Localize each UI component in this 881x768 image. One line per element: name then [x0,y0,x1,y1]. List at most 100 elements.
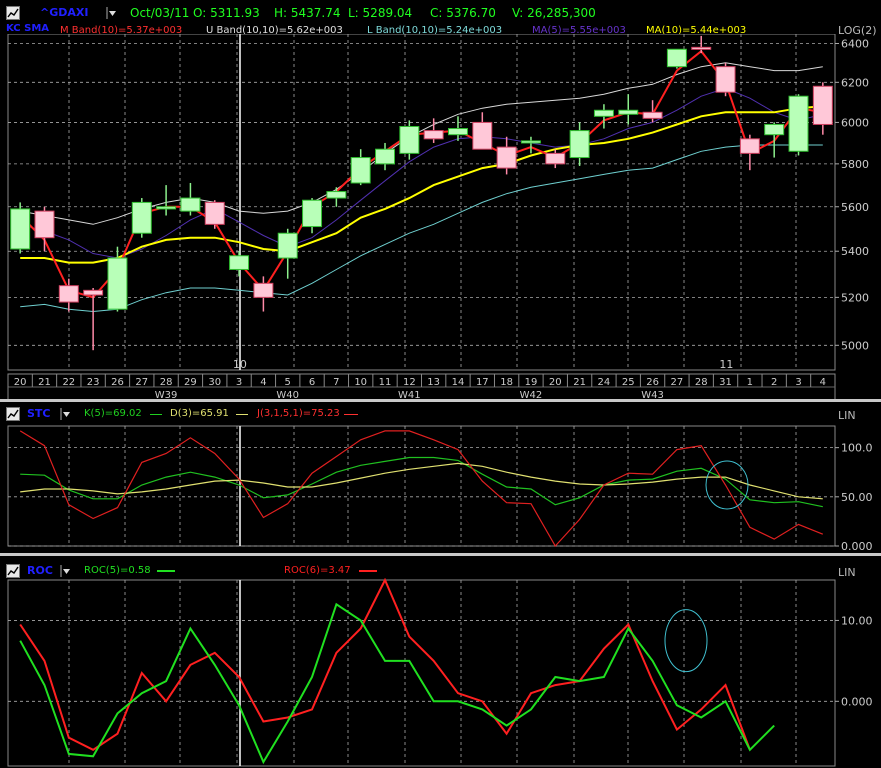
legend-u-band: U Band(10,10)=5.62e+003 [206,25,343,36]
x-day-label: 4 [260,377,266,388]
candle-body [399,125,420,154]
y-tick-label: 6000 [841,116,869,129]
x-day-label: 17 [476,377,489,388]
series-ma-5- [20,87,823,259]
chart-properties-icon[interactable] [6,6,20,20]
legend-roc6: ROC(6)=3.47 [284,565,351,576]
y-tick-label: 5600 [841,201,869,214]
candle-body [204,201,225,225]
chart-properties-icon[interactable] [6,564,20,578]
annotation-circle [705,460,749,510]
indicator-label[interactable]: KC SMA [6,23,50,34]
y-tick-label: 5400 [841,245,869,258]
x-day-label: 19 [525,377,538,388]
x-week-label: W40 [276,390,299,400]
symbol-label[interactable]: ^GDAXI [40,6,89,19]
candle-body [302,199,323,228]
x-day-label: 7 [333,377,339,388]
candle-body [788,95,809,152]
x-day-label: 2 [771,377,777,388]
x-day-label: 4 [820,377,826,388]
scale-label-stc: LIN [838,409,856,422]
x-month-label: 10 [233,358,247,371]
quote-volume: V: 26,285,300 [512,6,596,20]
stc-title[interactable]: STC [27,407,51,420]
x-day-label: 6 [309,377,315,388]
x-day-label: 28 [160,377,173,388]
x-day-label: 13 [427,377,440,388]
series-d-3- [20,462,823,500]
x-day-label: 1 [747,377,753,388]
x-week-label: W41 [398,390,421,400]
chevron-down-icon[interactable] [60,564,72,578]
chart-properties-icon[interactable] [6,407,20,421]
x-day-label: 27 [671,377,684,388]
legend-j: J(3,1,5,1)=75.23 [257,408,340,419]
candle-body [642,111,663,119]
plot-frame [7,579,836,767]
x-day-label: 21 [573,377,586,388]
x-day-label: 31 [719,377,732,388]
series-l-band-10-10- [20,144,823,313]
x-day-label: 27 [135,377,148,388]
x-day-label: 18 [500,377,513,388]
candle-body [34,210,55,239]
candle-body [472,121,493,150]
legend-roc6-swatch [359,570,377,572]
x-week-label: W42 [520,390,543,400]
quote-low: L: 5289.04 [348,6,413,20]
series-m-band-10- [19,49,823,299]
legend-ma5: MA(5)=5.55e+003 [532,25,626,36]
candle-body [58,285,79,303]
y-tick-label: 0.000 [841,540,873,553]
x-day-label: 21 [38,377,51,388]
panel-divider[interactable] [0,399,881,402]
candle-body [326,191,347,199]
scale-label-roc: LIN [838,566,856,579]
candle-body [691,46,712,50]
series-roc-6- [19,578,751,751]
roc-title[interactable]: ROC [27,564,53,577]
candle-body [423,130,444,140]
candle-body [131,201,152,234]
series-k-5- [20,456,823,508]
series-roc-5- [19,602,775,765]
chevron-down-icon[interactable] [106,6,118,20]
plot-frame [7,425,836,547]
x-day-label: 23 [87,377,100,388]
roc-header: ROC ROC(5)=0.58 ROC(6)=3.47 LIN [0,562,881,580]
stc-chart[interactable]: 100.0 50.00 0.000 [0,420,881,554]
candle-body [83,289,104,296]
main-header: ^GDAXI Oct/03/11 O: 5311.93 H: 5437.74 L… [0,4,881,22]
candle-body [715,66,736,93]
x-day-label: 28 [695,377,708,388]
quote-high: H: 5437.74 [274,6,341,20]
y-tick-label: 5800 [841,158,869,171]
main-legend: KC SMA M Band(10)=5.37e+003 U Band(10,10… [0,22,881,40]
legend-ma10: MA(10)=5.44e+003 [646,25,747,36]
x-day-label: 14 [452,377,465,388]
candle-body [520,140,541,144]
legend-l-band: L Band(10,10)=5.24e+003 [367,25,503,36]
candle-body [10,208,31,250]
y-tick-label: 6200 [841,76,869,89]
x-day-label: 20 [549,377,562,388]
x-day-label: 10 [354,377,367,388]
roc-chart[interactable]: 10.00 0.000 [0,578,881,768]
y-tick-label: 100.0 [841,442,873,455]
x-day-label: 26 [111,377,124,388]
y-tick-label: 6400 [841,38,869,51]
candle-body [593,109,614,117]
legend-d: D(3)=65.91 [170,408,229,419]
candle-body [229,255,250,270]
candle-body [350,157,371,184]
legend-roc5-swatch [157,570,175,572]
chevron-down-icon[interactable] [60,407,72,421]
panel-divider[interactable] [0,553,881,556]
y-tick-label: 5000 [841,339,869,352]
candle-body [107,257,128,310]
candle-body [569,130,590,159]
candle-body [812,85,833,125]
y-tick-label: 50.00 [841,491,873,504]
